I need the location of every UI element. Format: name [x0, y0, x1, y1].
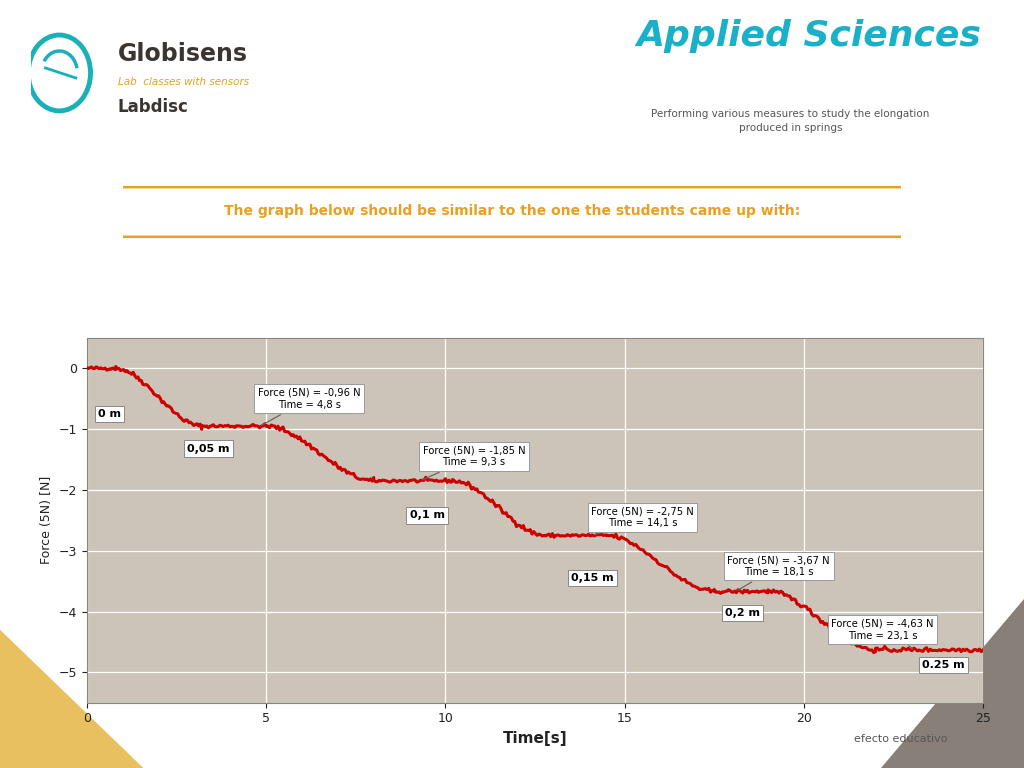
Text: Applied Sciences: Applied Sciences: [637, 19, 981, 53]
Text: Endothermic and exothermic reactions: Endothermic and exothermic reactions: [631, 76, 951, 91]
Text: Force (5N) = -1,85 N
Time = 9,3 s: Force (5N) = -1,85 N Time = 9,3 s: [423, 445, 525, 480]
Text: 0,2 m: 0,2 m: [725, 607, 760, 617]
Y-axis label: Force (5N) [N]: Force (5N) [N]: [40, 476, 53, 564]
Text: efecto educativo: efecto educativo: [854, 733, 948, 744]
Text: Force (5N) = -4,63 N
Time = 23,1 s: Force (5N) = -4,63 N Time = 23,1 s: [831, 619, 934, 648]
FancyBboxPatch shape: [103, 187, 921, 237]
Text: Globisens: Globisens: [118, 42, 248, 66]
Text: Lab  classes with sensors: Lab classes with sensors: [118, 77, 249, 87]
Polygon shape: [881, 599, 1024, 768]
Text: Force (5N) = -0,96 N
Time = 4,8 s: Force (5N) = -0,96 N Time = 4,8 s: [258, 388, 360, 425]
Text: 0.25 m: 0.25 m: [923, 660, 965, 670]
Polygon shape: [0, 630, 143, 768]
Text: The graph below should be similar to the one the students came up with:: The graph below should be similar to the…: [224, 204, 800, 218]
Text: Performing various measures to study the elongation
produced in springs: Performing various measures to study the…: [651, 109, 930, 133]
Text: Force (5N) = -3,67 N
Time = 18,1 s: Force (5N) = -3,67 N Time = 18,1 s: [727, 555, 830, 590]
Text: 0,15 m: 0,15 m: [571, 573, 613, 583]
Text: Labdisc: Labdisc: [118, 98, 188, 116]
Text: 0 m: 0 m: [98, 409, 121, 419]
Text: 0,05 m: 0,05 m: [187, 444, 230, 454]
X-axis label: Time[s]: Time[s]: [503, 731, 567, 746]
Text: Results and analysis: Results and analysis: [707, 146, 876, 161]
Text: Force (5N) = -2,75 N
Time = 14,1 s: Force (5N) = -2,75 N Time = 14,1 s: [591, 506, 694, 535]
Text: 0,1 m: 0,1 m: [410, 511, 444, 521]
